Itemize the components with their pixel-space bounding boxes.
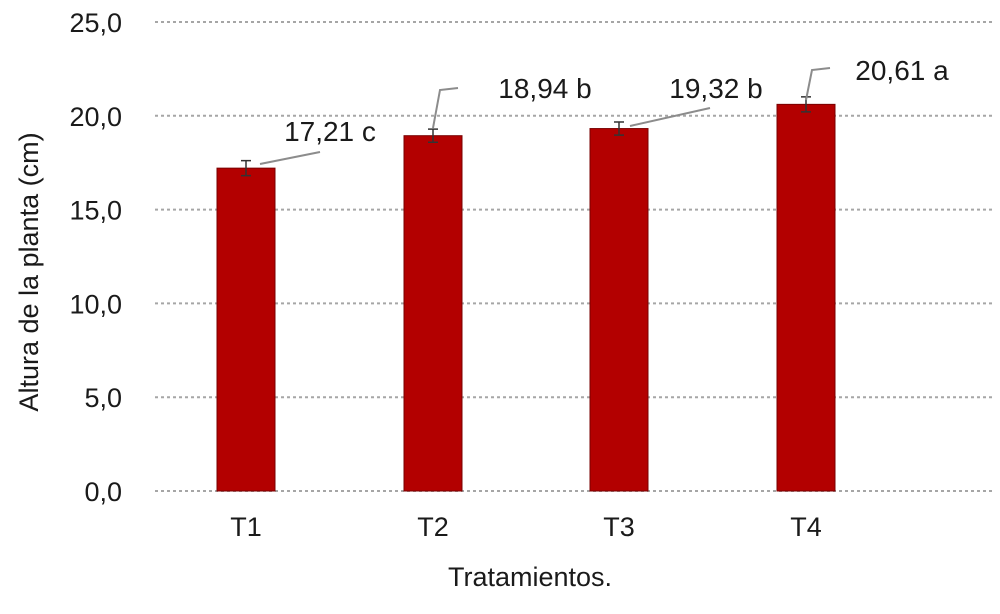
- gridlines: [155, 21, 995, 492]
- bar-t4: [776, 103, 836, 492]
- data-label-t2: 18,94 b: [498, 73, 591, 104]
- bar-t3: [589, 128, 649, 492]
- leader-line: [259, 151, 321, 165]
- data-label-t3: 19,32 b: [669, 73, 762, 104]
- leader-line: [805, 67, 831, 101]
- x-tick-label-t3: T3: [603, 512, 635, 542]
- error-bars: [241, 96, 811, 177]
- label-leader-lines: [259, 67, 831, 165]
- leader-line: [629, 107, 711, 127]
- y-tick-label: 5,0: [84, 383, 122, 413]
- bars: [216, 103, 836, 492]
- y-tick-label: 0,0: [84, 477, 122, 507]
- bar-t1: [216, 167, 276, 492]
- bar-t2: [403, 135, 463, 492]
- y-axis-title: Altura de la planta (cm): [14, 132, 44, 411]
- y-tick-label: 20,0: [69, 102, 122, 132]
- x-axis-title: Tratamientos.: [448, 562, 612, 592]
- x-tick-label-t4: T4: [790, 512, 822, 542]
- data-label-t1: 17,21 c: [284, 116, 376, 147]
- data-label-t4: 20,61 a: [855, 55, 949, 86]
- leader-line: [432, 87, 459, 129]
- y-axis-ticks: 0,0 5,0 10,0 15,0 20,0 25,0: [69, 8, 122, 507]
- x-tick-label-t1: T1: [230, 512, 262, 542]
- y-tick-label: 25,0: [69, 8, 122, 38]
- y-tick-label: 10,0: [69, 289, 122, 319]
- x-axis-ticks: T1 T2 T3 T4: [230, 512, 822, 542]
- data-labels: 17,21 c 18,94 b 19,32 b 20,61 a: [284, 55, 949, 147]
- x-tick-label-t2: T2: [417, 512, 449, 542]
- y-tick-label: 15,0: [69, 196, 122, 226]
